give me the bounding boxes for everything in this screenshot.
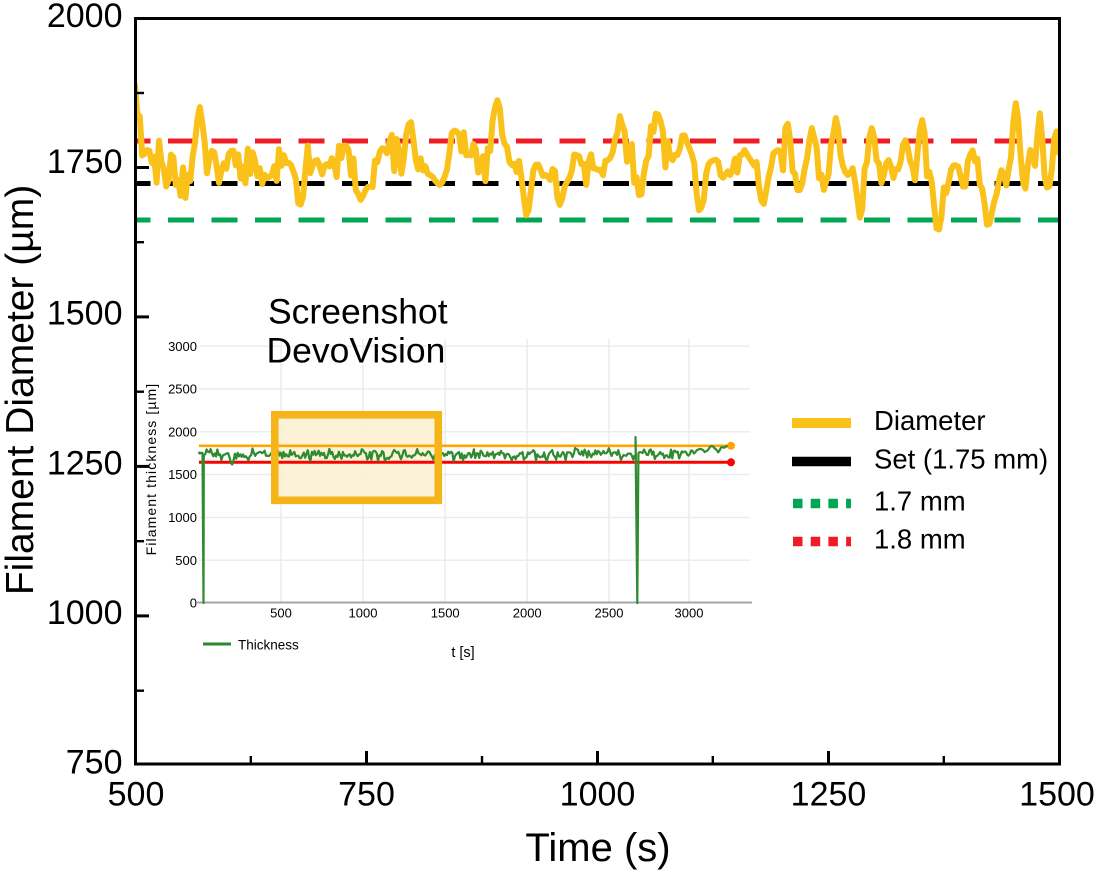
- svg-text:2000: 2000: [513, 606, 542, 621]
- svg-text:Filament Diameter (µm): Filament Diameter (µm): [0, 185, 42, 595]
- svg-text:Thickness: Thickness: [238, 638, 299, 653]
- svg-text:500: 500: [108, 776, 165, 814]
- svg-text:1250: 1250: [791, 776, 867, 814]
- svg-text:1500: 1500: [47, 295, 123, 333]
- svg-text:750: 750: [338, 776, 395, 814]
- svg-text:2500: 2500: [168, 382, 197, 397]
- svg-text:1.8 mm: 1.8 mm: [874, 524, 966, 555]
- svg-text:1.7 mm: 1.7 mm: [874, 486, 966, 517]
- svg-text:3000: 3000: [675, 606, 704, 621]
- svg-text:0: 0: [190, 596, 197, 611]
- svg-text:1500: 1500: [1019, 776, 1095, 814]
- svg-text:Filament thickness [µm]: Filament thickness [µm]: [143, 383, 159, 556]
- svg-text:2500: 2500: [595, 606, 624, 621]
- svg-text:1000: 1000: [47, 594, 123, 632]
- svg-text:Set (1.75 mm): Set (1.75 mm): [874, 444, 1048, 475]
- svg-text:500: 500: [175, 553, 197, 568]
- svg-text:1000: 1000: [560, 776, 636, 814]
- svg-text:Time (s): Time (s): [525, 826, 670, 870]
- svg-text:t [s]: t [s]: [451, 645, 474, 661]
- svg-text:1250: 1250: [47, 445, 123, 483]
- svg-text:1000: 1000: [168, 510, 197, 525]
- svg-text:DevoVision: DevoVision: [267, 331, 446, 371]
- svg-text:Screenshot: Screenshot: [268, 292, 448, 332]
- svg-text:Diameter: Diameter: [874, 405, 986, 436]
- svg-text:1500: 1500: [431, 606, 460, 621]
- svg-text:2000: 2000: [47, 0, 123, 35]
- svg-text:1750: 1750: [47, 143, 123, 181]
- svg-text:1000: 1000: [349, 606, 378, 621]
- svg-text:2000: 2000: [168, 424, 197, 439]
- svg-text:500: 500: [270, 606, 292, 621]
- svg-text:1500: 1500: [168, 467, 197, 482]
- svg-text:3000: 3000: [168, 339, 197, 354]
- svg-text:750: 750: [66, 744, 123, 782]
